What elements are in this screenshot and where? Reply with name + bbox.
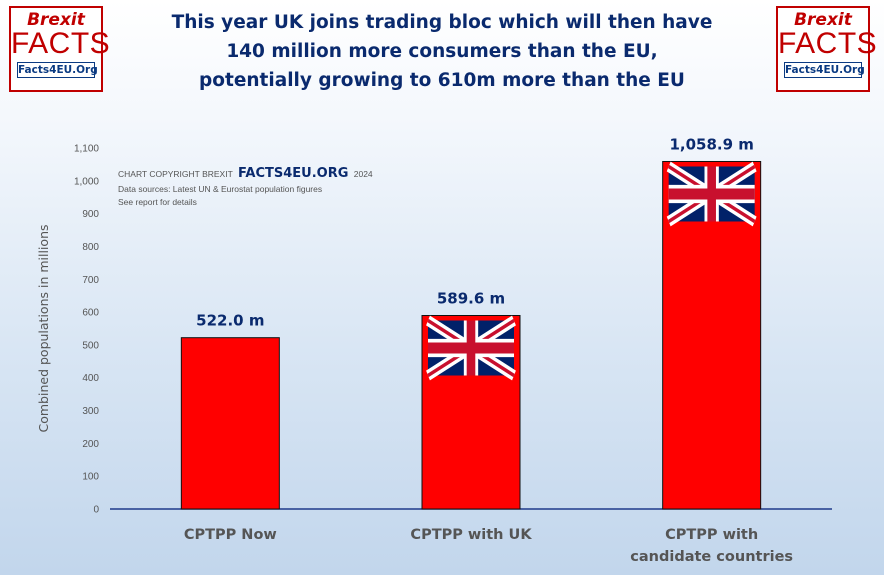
brexit-facts-logo-left: Brexit FACTS Facts4EU.Org — [9, 6, 110, 92]
uk-flag-icon — [669, 166, 755, 221]
y-tick-label: 100 — [82, 472, 99, 483]
chart-copyright: CHART COPYRIGHT BREXIT FACTS4EU.ORG 2024 — [118, 166, 373, 181]
x-category-label: CPTPP with — [665, 527, 758, 543]
x-category-label: CPTPP with UK — [410, 527, 532, 543]
y-axis-title: Combined populations in millions — [36, 224, 51, 432]
x-category-label: CPTPP Now — [184, 527, 277, 543]
uk-flag-icon — [428, 321, 514, 376]
y-tick-label: 700 — [82, 275, 99, 286]
title-line-1: This year UK joins trading bloc which wi… — [171, 12, 713, 33]
y-tick-label: 300 — [82, 406, 99, 417]
y-tick-label: 800 — [82, 242, 99, 253]
y-tick-label: 500 — [82, 340, 99, 351]
copyright-brand: FACTS4EU.ORG — [238, 166, 348, 181]
y-tick-label: 600 — [82, 308, 99, 319]
data-label: 522.0 m — [196, 312, 264, 330]
copyright-prefix: CHART COPYRIGHT BREXIT — [118, 169, 233, 179]
data-label: 1,058.9 m — [669, 135, 753, 153]
data-label: 589.6 m — [437, 290, 505, 308]
chart-title: This year UK joins trading bloc which wi… — [120, 8, 764, 95]
brexit-facts-logo-right: Brexit FACTS Facts4EU.Org — [776, 6, 877, 92]
x-category-label: candidate countries — [630, 549, 793, 565]
y-tick-label: 900 — [82, 209, 99, 220]
title-line-3: potentially growing to 610m more than th… — [199, 70, 685, 91]
title-line-2: 140 million more consumers than the EU, — [226, 41, 658, 62]
y-tick-label: 0 — [93, 505, 99, 516]
y-tick-label: 1,100 — [74, 144, 99, 155]
copyright-year: 2024 — [354, 169, 373, 179]
data-sources-note: Data sources: Latest UN & Eurostat popul… — [118, 184, 322, 194]
y-tick-label: 400 — [82, 373, 99, 384]
y-tick-label: 200 — [82, 439, 99, 450]
report-note: See report for details — [118, 197, 197, 207]
y-tick-label: 1,000 — [74, 176, 99, 187]
bar — [180, 337, 280, 510]
